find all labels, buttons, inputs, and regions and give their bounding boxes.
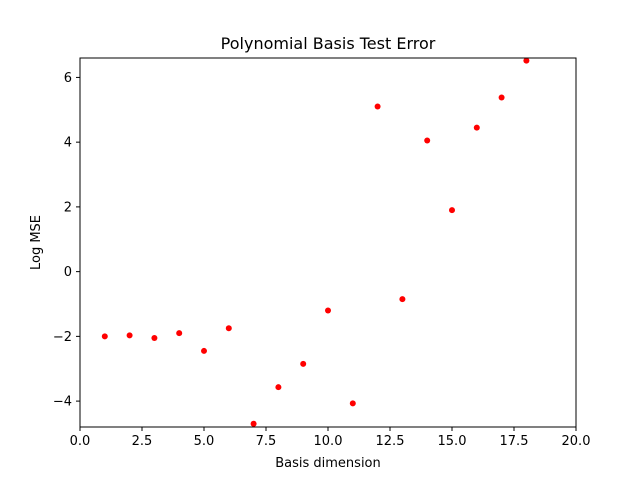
data-point — [101, 333, 108, 340]
data-point — [250, 420, 257, 427]
x-tick-label: 12.5 — [376, 434, 405, 449]
data-point — [523, 57, 530, 64]
y-tick-label: −4 — [53, 395, 72, 410]
data-point — [225, 325, 232, 332]
data-point — [325, 307, 331, 314]
x-axis-label: Basis dimension — [275, 456, 381, 471]
x-tick-label: 15.0 — [438, 434, 467, 449]
data-point — [176, 330, 183, 337]
data-point — [201, 347, 207, 354]
x-tick-label: 20.0 — [562, 434, 591, 449]
data-point — [498, 94, 505, 101]
data-point — [449, 207, 455, 214]
data-point — [473, 124, 480, 131]
y-tick-label: 6 — [64, 71, 72, 86]
data-point — [300, 360, 307, 367]
data-point — [126, 332, 133, 339]
x-tick-label: 7.5 — [256, 434, 277, 449]
x-tick-label: 5.0 — [194, 434, 215, 449]
y-axis-label: Log MSE — [29, 215, 44, 270]
x-axis: 0.0 2.5 5.0 7.5 10.0 12.5 15.0 17.5 20.0 — [70, 427, 591, 449]
y-tick-label: 2 — [64, 200, 72, 215]
data-point — [399, 296, 406, 303]
x-tick-label: 10.0 — [314, 434, 343, 449]
data-point — [151, 334, 158, 341]
y-axis: −4 −2 0 2 4 6 — [53, 71, 80, 410]
x-tick-label: 17.5 — [500, 434, 529, 449]
plot-area — [80, 58, 576, 427]
data-point — [424, 137, 431, 144]
data-points — [101, 57, 530, 427]
data-point — [374, 103, 381, 110]
data-point — [275, 384, 282, 391]
chart-title: Polynomial Basis Test Error — [221, 34, 436, 53]
x-tick-label: 0.0 — [70, 434, 91, 449]
data-point — [349, 400, 356, 407]
y-tick-label: −2 — [53, 330, 72, 345]
y-tick-label: 0 — [64, 265, 72, 280]
x-tick-label: 2.5 — [132, 434, 153, 449]
y-tick-label: 4 — [64, 136, 72, 151]
